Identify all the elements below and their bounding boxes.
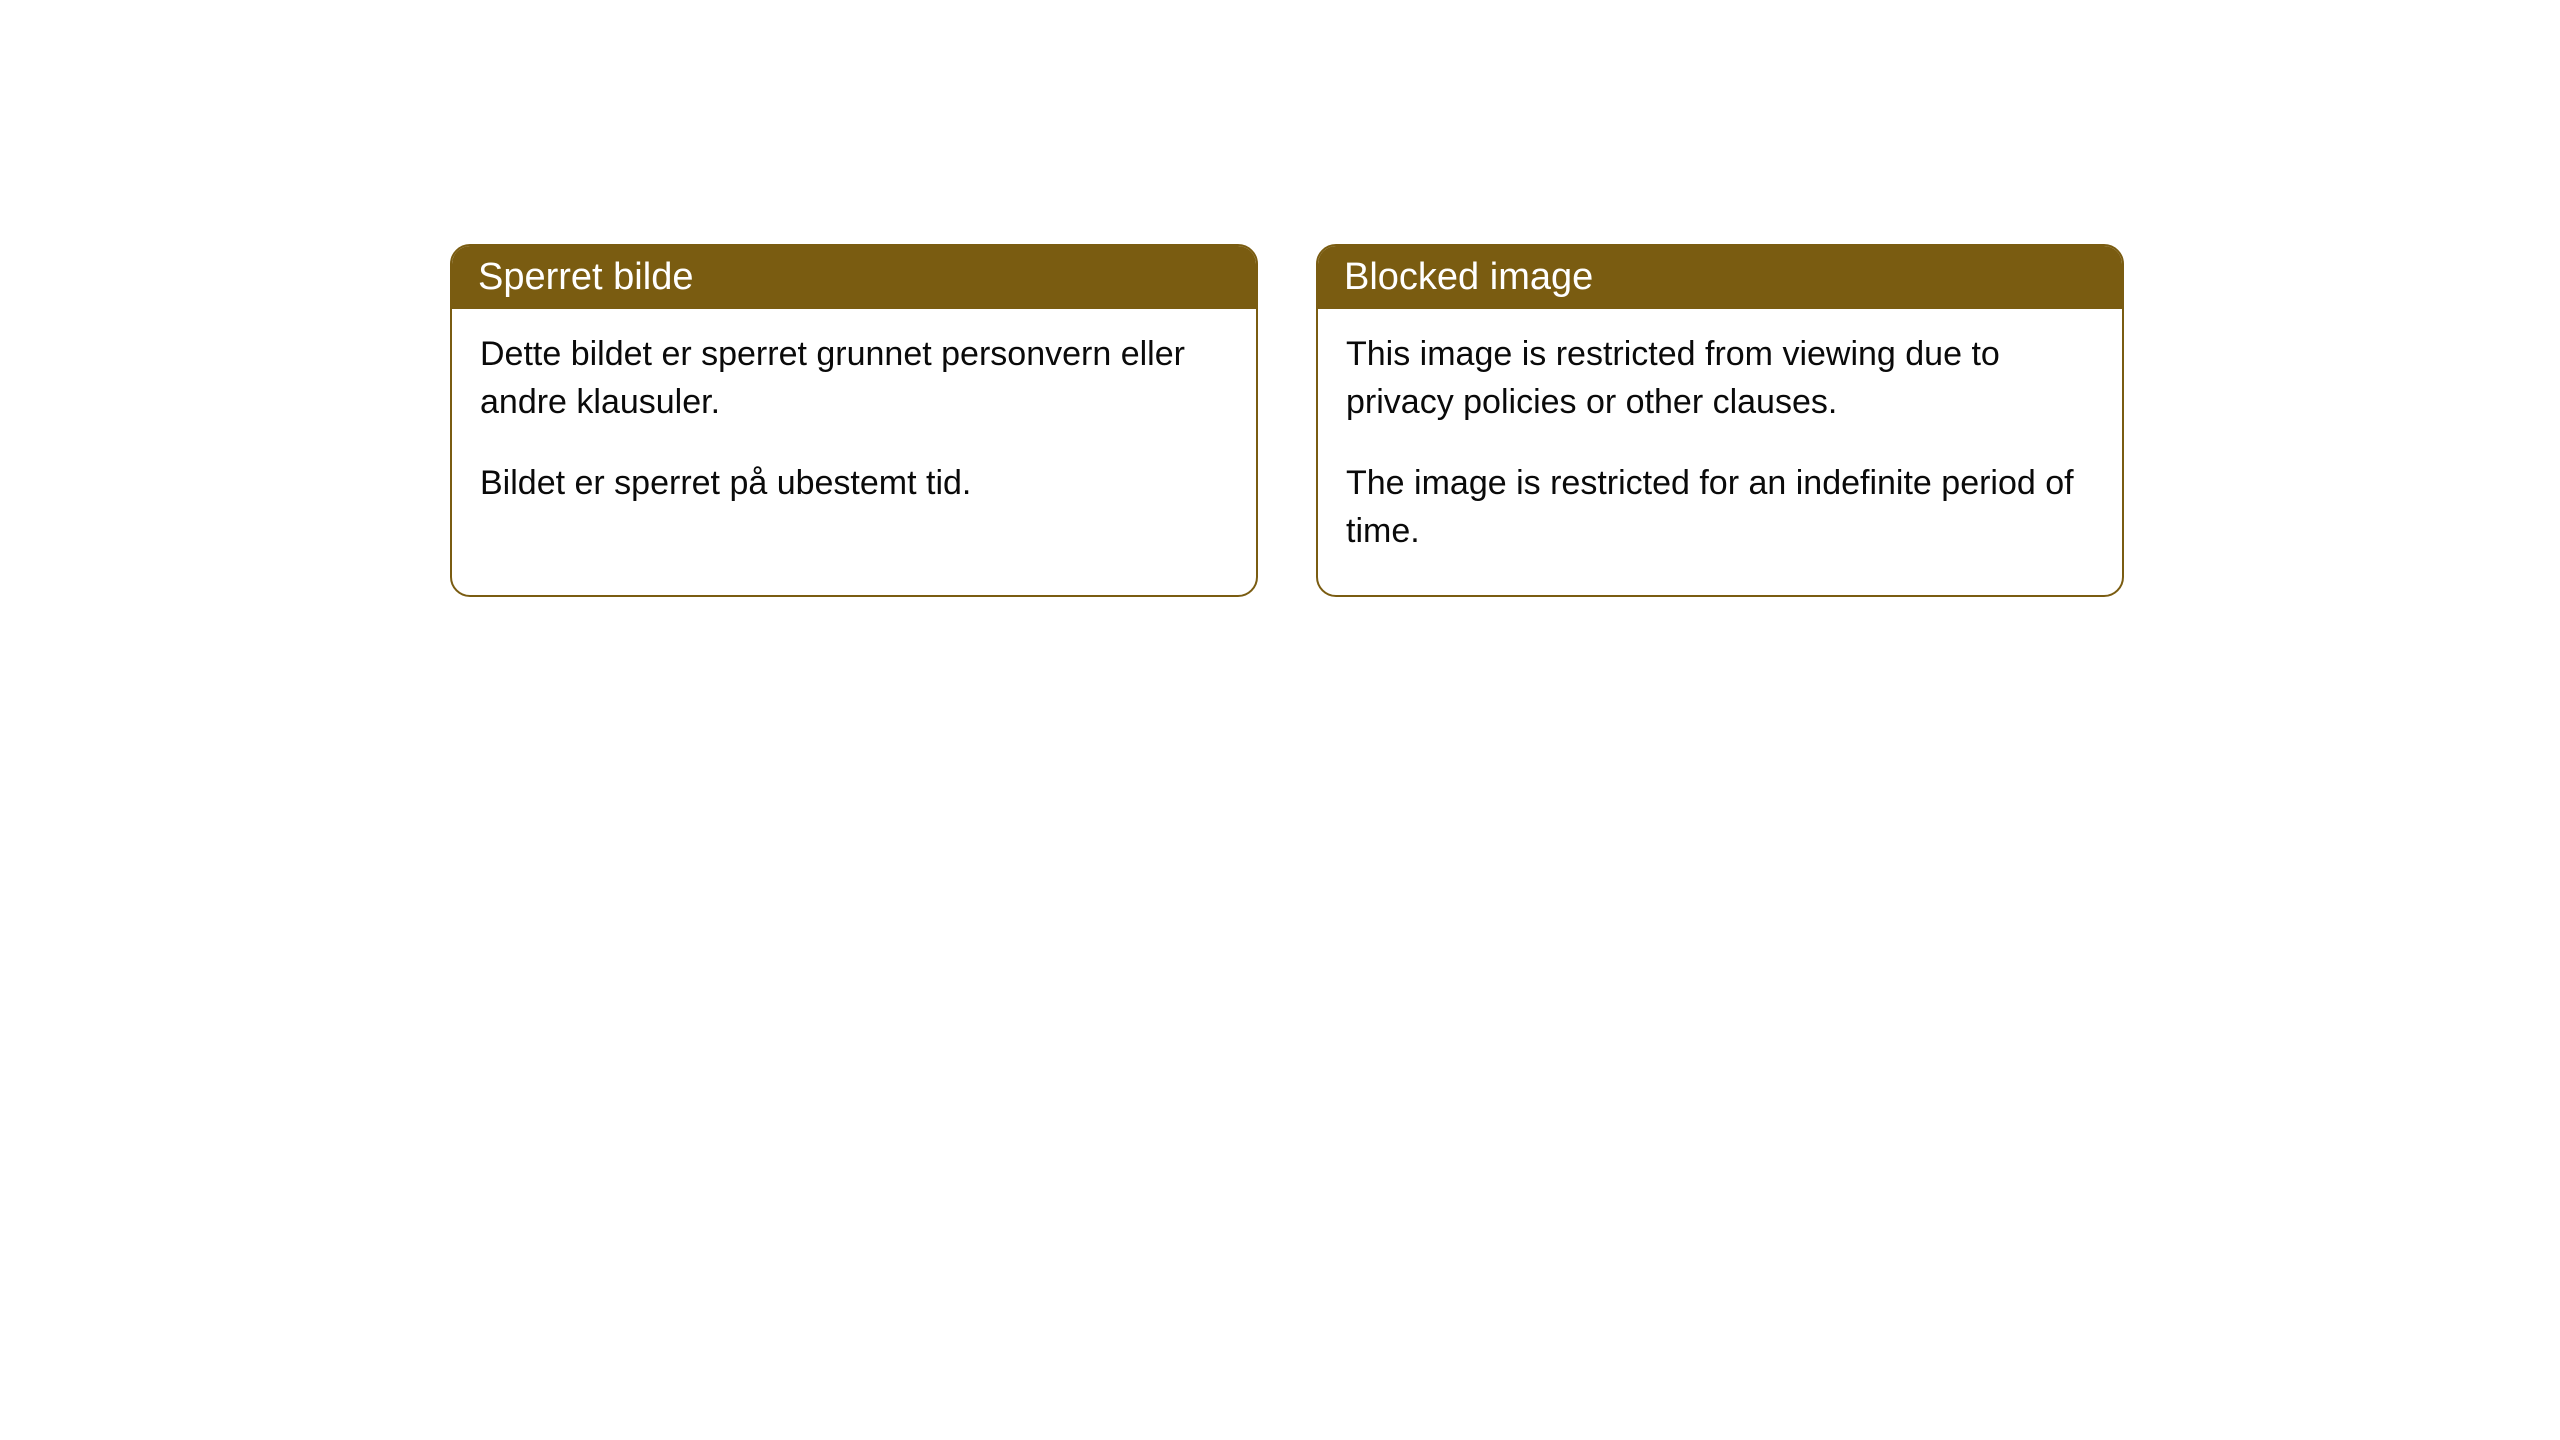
notice-card-norwegian: Sperret bilde Dette bildet er sperret gr… <box>450 244 1258 597</box>
notice-card-english: Blocked image This image is restricted f… <box>1316 244 2124 597</box>
card-paragraph: This image is restricted from viewing du… <box>1346 331 2094 426</box>
card-paragraph: Bildet er sperret på ubestemt tid. <box>480 460 1228 508</box>
card-header: Sperret bilde <box>452 246 1256 309</box>
card-paragraph: Dette bildet er sperret grunnet personve… <box>480 331 1228 426</box>
card-title: Sperret bilde <box>478 256 693 298</box>
card-body: Dette bildet er sperret grunnet personve… <box>452 309 1256 548</box>
card-paragraph: The image is restricted for an indefinit… <box>1346 460 2094 555</box>
notice-cards-container: Sperret bilde Dette bildet er sperret gr… <box>0 0 2560 597</box>
card-header: Blocked image <box>1318 246 2122 309</box>
card-title: Blocked image <box>1344 256 1593 298</box>
card-body: This image is restricted from viewing du… <box>1318 309 2122 595</box>
